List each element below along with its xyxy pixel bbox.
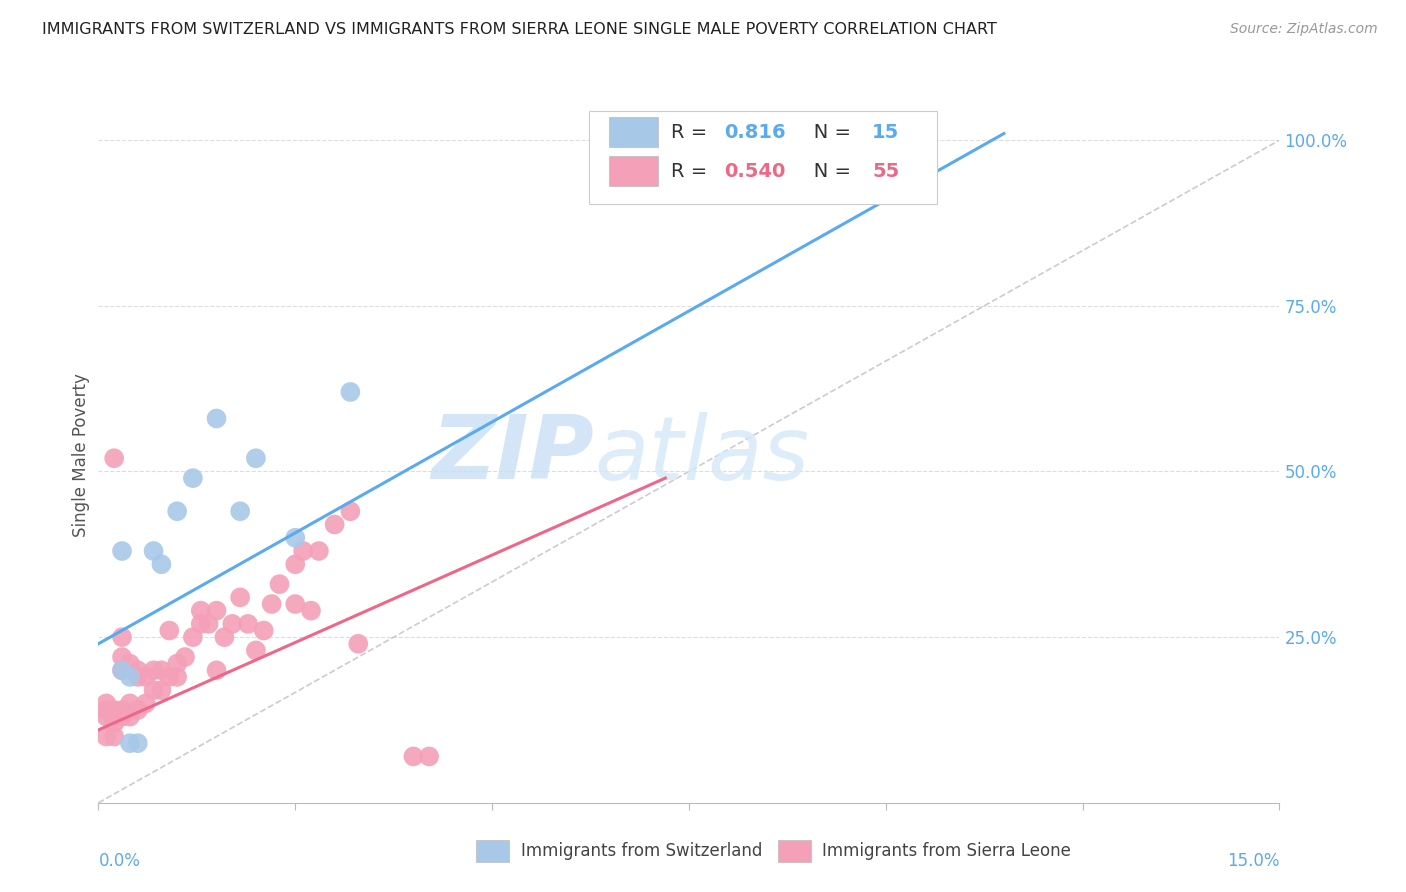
Point (245, 451, 267, 466)
Point (135, 670, 157, 684)
Text: 0.540: 0.540 (724, 161, 786, 180)
Point (111, 703, 134, 717)
Point (308, 544, 330, 558)
Text: N =: N = (796, 161, 858, 180)
Point (127, 736, 149, 750)
Point (142, 663, 165, 677)
Text: Immigrants from Switzerland: Immigrants from Switzerland (522, 842, 762, 860)
Point (111, 663, 134, 677)
Point (299, 604, 322, 618)
Point (127, 663, 149, 677)
Point (181, 630, 204, 644)
Text: atlas: atlas (595, 412, 810, 498)
Point (166, 504, 188, 518)
Y-axis label: Single Male Poverty: Single Male Poverty (72, 373, 90, 537)
Point (103, 703, 125, 717)
Point (127, 670, 149, 684)
Point (142, 683, 165, 698)
Point (323, 517, 346, 532)
Point (214, 630, 236, 644)
Point (135, 697, 157, 711)
Point (174, 650, 197, 665)
Point (118, 657, 141, 671)
Text: Source: ZipAtlas.com: Source: ZipAtlas.com (1230, 22, 1378, 37)
Point (96, 730, 118, 744)
Point (190, 604, 212, 618)
FancyBboxPatch shape (477, 839, 509, 862)
FancyBboxPatch shape (609, 156, 658, 186)
Point (103, 709, 125, 723)
Text: N =: N = (796, 122, 858, 142)
Text: 15: 15 (872, 122, 900, 142)
Point (96, 697, 118, 711)
Text: 0.816: 0.816 (724, 122, 786, 142)
Point (166, 657, 188, 671)
Text: ZIP: ZIP (432, 411, 595, 499)
Point (205, 663, 228, 677)
Point (339, 384, 361, 399)
Point (236, 616, 259, 631)
Point (284, 531, 307, 545)
Point (253, 624, 276, 638)
Point (118, 670, 141, 684)
Point (111, 630, 134, 644)
Point (418, 749, 440, 764)
Point (284, 558, 307, 572)
Point (339, 504, 361, 518)
Point (157, 670, 180, 684)
Point (118, 697, 141, 711)
Point (111, 544, 134, 558)
Point (205, 411, 228, 425)
Point (245, 643, 267, 657)
Point (118, 709, 141, 723)
Text: 0.0%: 0.0% (98, 852, 141, 870)
Point (150, 663, 173, 677)
Point (347, 637, 370, 651)
Point (205, 604, 228, 618)
Point (118, 736, 141, 750)
FancyBboxPatch shape (778, 839, 811, 862)
Text: IMMIGRANTS FROM SWITZERLAND VS IMMIGRANTS FROM SIERRA LEONE SINGLE MALE POVERTY : IMMIGRANTS FROM SWITZERLAND VS IMMIGRANT… (42, 22, 997, 37)
Point (269, 577, 291, 591)
Text: 55: 55 (872, 161, 900, 180)
Text: Immigrants from Sierra Leone: Immigrants from Sierra Leone (823, 842, 1071, 860)
Point (796, 127, 818, 141)
Point (150, 683, 173, 698)
Point (190, 616, 212, 631)
Point (157, 624, 180, 638)
Point (166, 670, 188, 684)
Point (103, 716, 125, 731)
Point (229, 591, 252, 605)
Point (96, 703, 118, 717)
Point (111, 709, 134, 723)
Point (127, 703, 149, 717)
FancyBboxPatch shape (609, 118, 658, 146)
Text: R =: R = (671, 161, 714, 180)
Point (150, 558, 173, 572)
Point (96, 709, 118, 723)
FancyBboxPatch shape (589, 111, 936, 204)
Text: R =: R = (671, 122, 714, 142)
Point (229, 504, 252, 518)
Point (181, 471, 204, 485)
Point (284, 597, 307, 611)
Text: 15.0%: 15.0% (1227, 852, 1279, 870)
Point (221, 616, 243, 631)
Point (103, 730, 125, 744)
Point (292, 544, 315, 558)
Point (260, 597, 283, 611)
Point (142, 544, 165, 558)
Point (197, 616, 219, 631)
Point (111, 663, 134, 677)
Point (111, 650, 134, 665)
Point (402, 749, 425, 764)
Point (103, 451, 125, 466)
